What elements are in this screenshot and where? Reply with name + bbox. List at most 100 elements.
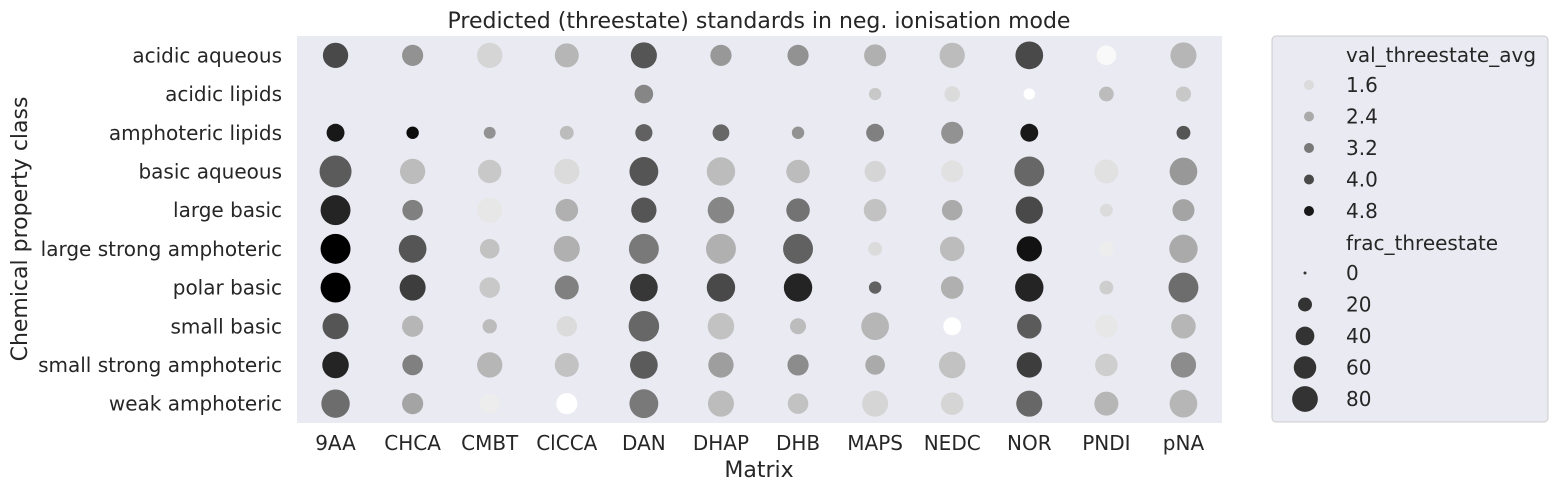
- point-chca-polar-basic: [399, 274, 426, 301]
- point-dan-polar-basic: [630, 273, 658, 302]
- point-pna-polar-basic: [1168, 272, 1199, 303]
- point-maps-amphoteric-lipids: [866, 123, 885, 142]
- point-dhap-small-strong-amphoteric: [708, 352, 734, 378]
- x-tick-nor: NOR: [1007, 431, 1052, 455]
- x-tick-9aa: 9AA: [315, 431, 356, 455]
- point-nor-basic-aqueous: [1014, 156, 1045, 187]
- point-dhb-large-basic: [786, 198, 810, 222]
- legend-color-title: val_threestate_avg: [1346, 43, 1536, 67]
- point-dhap-acidic-aqueous: [710, 44, 732, 66]
- point-dhb-weak-amphoteric: [787, 393, 809, 414]
- point-dhb-polar-basic: [783, 273, 813, 302]
- point-maps-large-strong-amphoteric: [868, 241, 883, 256]
- y-tick-labels: acidic aqueous acidic lipids amphoteric li…: [38, 43, 282, 415]
- legend-color-marker: [1304, 80, 1314, 90]
- point-dan-acidic-aqueous: [630, 42, 657, 69]
- y-tick-weak-amphoteric: weak amphoteric: [109, 392, 282, 416]
- point-9aa-large-basic: [320, 195, 351, 226]
- chart-title: Predicted (threestate) standards in neg.…: [448, 9, 1071, 34]
- point-pna-large-strong-amphoteric: [1169, 234, 1198, 264]
- point-dhb-amphoteric-lipids: [791, 126, 805, 139]
- point-pndi-basic-aqueous: [1094, 159, 1119, 184]
- legend-size-marker: [1295, 326, 1315, 346]
- point-chca-large-basic: [402, 199, 423, 221]
- x-tick-cmbt: CMBT: [461, 431, 519, 455]
- point-dhb-basic-aqueous: [786, 159, 810, 184]
- point-dhap-large-basic: [707, 196, 735, 224]
- y-tick-acidic-aqueous: acidic aqueous: [132, 43, 282, 67]
- point-pna-large-basic: [1172, 199, 1195, 222]
- point-chca-large-strong-amphoteric: [398, 234, 427, 263]
- point-clcca-acidic-aqueous: [554, 43, 579, 68]
- x-axis-label: Matrix: [724, 458, 793, 483]
- y-axis-label: Chemical property class: [8, 97, 33, 362]
- point-cmbt-amphoteric-lipids: [483, 126, 496, 139]
- legend-color-label: 4.0: [1346, 168, 1378, 192]
- point-dhap-large-strong-amphoteric: [705, 233, 736, 264]
- point-9aa-acidic-aqueous: [322, 42, 349, 68]
- point-cmbt-acidic-aqueous: [477, 42, 503, 68]
- point-dhap-polar-basic: [706, 273, 736, 302]
- point-pndi-weak-amphoteric: [1094, 391, 1119, 416]
- point-cmbt-small-strong-amphoteric: [477, 352, 503, 378]
- point-nedc-small-basic: [943, 317, 962, 336]
- y-tick-basic-aqueous: basic aqueous: [138, 159, 282, 183]
- point-chca-small-basic: [402, 315, 424, 337]
- y-tick-small-strong-amphoteric: small strong amphoteric: [38, 353, 282, 377]
- point-pndi-large-strong-amphoteric: [1098, 241, 1114, 257]
- legend: val_threestate_avg 1.6 2.4 3.2 4.0 4.8 frac_…: [1271, 35, 1549, 423]
- legend-color-marker: [1304, 174, 1314, 185]
- point-nedc-acidic-lipids: [944, 86, 961, 102]
- point-pna-small-basic: [1171, 313, 1196, 339]
- legend-size-marker: [1298, 297, 1312, 312]
- point-clcca-weak-amphoteric: [556, 393, 578, 415]
- x-tick-chca: CHCA: [384, 431, 441, 455]
- point-dhap-small-basic: [707, 312, 735, 340]
- legend-size-label: 60: [1346, 356, 1371, 380]
- point-clcca-small-basic: [556, 315, 578, 337]
- point-nor-weak-amphoteric: [1016, 390, 1043, 417]
- legend-size-marker: [1292, 386, 1318, 412]
- point-chca-amphoteric-lipids: [406, 126, 419, 139]
- point-pna-acidic-lipids: [1175, 86, 1192, 102]
- point-pndi-polar-basic: [1099, 280, 1114, 295]
- point-clcca-polar-basic: [554, 275, 579, 300]
- point-dan-large-basic: [631, 197, 657, 223]
- point-dan-basic-aqueous: [629, 157, 659, 186]
- point-clcca-large-basic: [555, 198, 579, 222]
- point-clcca-large-strong-amphoteric: [553, 235, 580, 262]
- point-maps-weak-amphoteric: [862, 390, 889, 417]
- legend-color-marker: [1304, 206, 1314, 216]
- point-maps-small-strong-amphoteric: [865, 355, 885, 375]
- point-9aa-small-basic: [322, 313, 349, 340]
- point-nor-small-strong-amphoteric: [1016, 352, 1042, 378]
- y-tick-large-strong-amphoteric: large strong amphoteric: [41, 237, 282, 261]
- point-nor-amphoteric-lipids: [1020, 123, 1039, 142]
- legend-color-entries: 1.6 2.4 3.2 4.0 4.8: [1304, 73, 1378, 223]
- legend-color-label: 2.4: [1346, 105, 1378, 129]
- point-nedc-small-strong-amphoteric: [938, 351, 966, 379]
- point-pndi-acidic-aqueous: [1096, 45, 1117, 66]
- point-chca-weak-amphoteric: [402, 393, 424, 415]
- point-dhb-small-basic: [790, 318, 807, 335]
- x-tick-clcca: ClCCA: [536, 431, 597, 455]
- point-pndi-small-basic: [1095, 314, 1118, 338]
- x-tick-nedc: NEDC: [924, 431, 981, 455]
- legend-color-marker: [1304, 143, 1314, 153]
- point-nedc-large-strong-amphoteric: [939, 236, 965, 262]
- point-9aa-basic-aqueous: [319, 155, 352, 188]
- legend-size-marker: [1293, 356, 1317, 379]
- point-pna-small-strong-amphoteric: [1170, 352, 1197, 378]
- point-maps-acidic-lipids: [868, 87, 882, 101]
- point-9aa-polar-basic: [320, 272, 351, 303]
- point-cmbt-small-basic: [482, 319, 497, 334]
- legend-color-marker: [1304, 111, 1314, 122]
- point-maps-large-basic: [863, 198, 887, 222]
- legend-size-marker: [1303, 271, 1307, 275]
- point-9aa-amphoteric-lipids: [326, 123, 345, 142]
- point-nedc-polar-basic: [940, 276, 964, 299]
- x-tick-dhap: DHAP: [693, 431, 749, 455]
- point-dhap-basic-aqueous: [706, 157, 736, 186]
- point-dan-small-strong-amphoteric: [630, 351, 658, 379]
- x-tick-pna: pNA: [1163, 431, 1205, 455]
